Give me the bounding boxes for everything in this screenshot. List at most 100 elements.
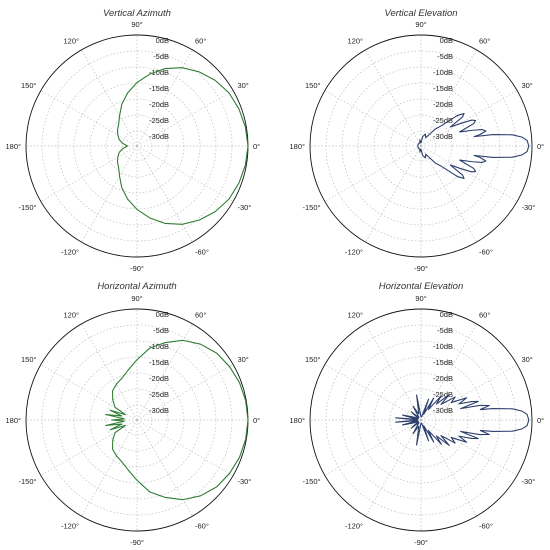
angle-tick-label: 120° [63,36,79,45]
grid-spoke [81,419,138,517]
grid-ring [341,66,501,226]
angle-tick-label: 90° [131,20,142,29]
outer-circle [309,308,533,532]
radial-tick-label: -25dB [149,116,169,125]
grid-spoke [40,364,138,421]
grid-spoke [365,49,422,147]
angle-tick-label: 60° [195,36,206,45]
grid-spoke [81,323,138,421]
angle-tick-label: 150° [305,355,321,364]
radial-tick-label: -25dB [433,390,453,399]
grid-ring [105,114,169,178]
angle-tick-label: -30° [521,477,535,486]
grid-spoke [136,145,193,243]
polar-grid [309,308,533,532]
radial-tick-label: -30dB [433,406,453,415]
pattern-trace [395,393,530,447]
angle-tick-label: 90° [415,20,426,29]
angle-tick-label: 30° [237,81,248,90]
radial-tick-label: -10dB [149,342,169,351]
grid-ring [105,388,169,452]
angle-tick-label: -90° [414,538,428,547]
polar-chart-horizontal-elevation: Horizontal Elevation 90° 60° 30° 0° -30° -60°… [289,281,544,547]
radial-tick-label: -10dB [433,342,453,351]
angle-tick-label: 150° [305,81,321,90]
angle-tick-label: 150° [21,355,37,364]
radial-tick-label: -5dB [153,326,169,335]
angle-tick-label: 30° [237,355,248,364]
grid-spoke [40,419,138,476]
grid-spoke [40,145,138,202]
angle-tick-label: 0° [537,142,544,151]
angle-tick-label: 180° [5,416,21,425]
radial-tick-label: -15dB [433,84,453,93]
angle-tick-label: 150° [21,81,37,90]
grid-spoke [365,145,422,243]
grid-spoke [136,419,234,476]
grid-spoke [136,49,193,147]
pattern-trace [117,67,249,225]
outer-circle [309,34,533,258]
radial-tick-label: -5dB [437,326,453,335]
grid-ring [57,340,217,500]
angle-tick-label: -30° [521,203,535,212]
angle-tick-label: 90° [415,294,426,303]
polar-grid [25,34,249,258]
radial-tick-label: -15dB [149,84,169,93]
grid-ring [389,388,453,452]
angle-tick-label: 120° [347,36,363,45]
grid-spoke [420,419,518,476]
grid-ring [341,340,501,500]
grid-spoke [81,145,138,243]
angle-tick-label: 30° [521,355,532,364]
grid-spoke [81,49,138,147]
polar-grid [309,34,533,258]
polar-chart-vertical-azimuth: Vertical Azimuth 90° 60° 30° 0° -30° -60° -90°… [5,8,260,273]
angle-tick-label: 120° [63,310,79,319]
angle-tick-label: -90° [414,264,428,273]
radial-tick-label: -10dB [149,68,169,77]
chart-title: Vertical Elevation [384,8,457,19]
angle-tick-label: 0° [537,416,544,425]
angle-tick-label: -60° [479,248,493,257]
grid-spoke [136,145,234,202]
polar-chart-horizontal-azimuth: Horizontal Azimuth 90° 60° 30° 0° -30° -60° -9… [5,281,260,547]
angle-tick-label: 0° [253,142,260,151]
radial-tick-label: -5dB [437,52,453,61]
pattern-trace [105,339,249,501]
grid-spoke [420,364,518,421]
radial-tick-label: -25dB [149,390,169,399]
angle-tick-label: -150° [303,477,321,486]
grid-spoke [136,364,234,421]
angle-tick-label: 120° [347,310,363,319]
grid-spoke [40,90,138,147]
angle-tick-label: 90° [131,294,142,303]
angle-tick-label: -120° [61,248,79,257]
grid-spoke [420,90,518,147]
grid-spoke [324,419,422,476]
angle-tick-label: 180° [289,142,305,151]
polar-grid [25,308,249,532]
angle-tick-label: 60° [479,310,490,319]
angle-tick-label: -90° [130,264,144,273]
radial-tick-label: -20dB [433,100,453,109]
grid-spoke [324,364,422,421]
radial-tick-label: 0dB [156,310,169,319]
angle-tick-label: 30° [521,81,532,90]
angle-tick-label: -120° [345,522,363,531]
radial-tick-label: -25dB [433,116,453,125]
polar-chart-vertical-elevation: Vertical Elevation 90° 60° 30° 0° -30° -60° -9… [289,8,544,273]
angle-tick-label: -150° [19,477,37,486]
angle-tick-label: -150° [303,203,321,212]
angle-tick-label: 60° [479,36,490,45]
angle-tick-label: 60° [195,310,206,319]
grid-spoke [420,145,518,202]
radial-tick-label: -20dB [433,374,453,383]
radial-tick-label: -20dB [149,100,169,109]
grid-spoke [365,323,422,421]
radial-tick-label: -10dB [433,68,453,77]
angle-tick-label: -120° [345,248,363,257]
grid-spoke [420,145,477,243]
chart-title: Vertical Azimuth [103,8,171,19]
